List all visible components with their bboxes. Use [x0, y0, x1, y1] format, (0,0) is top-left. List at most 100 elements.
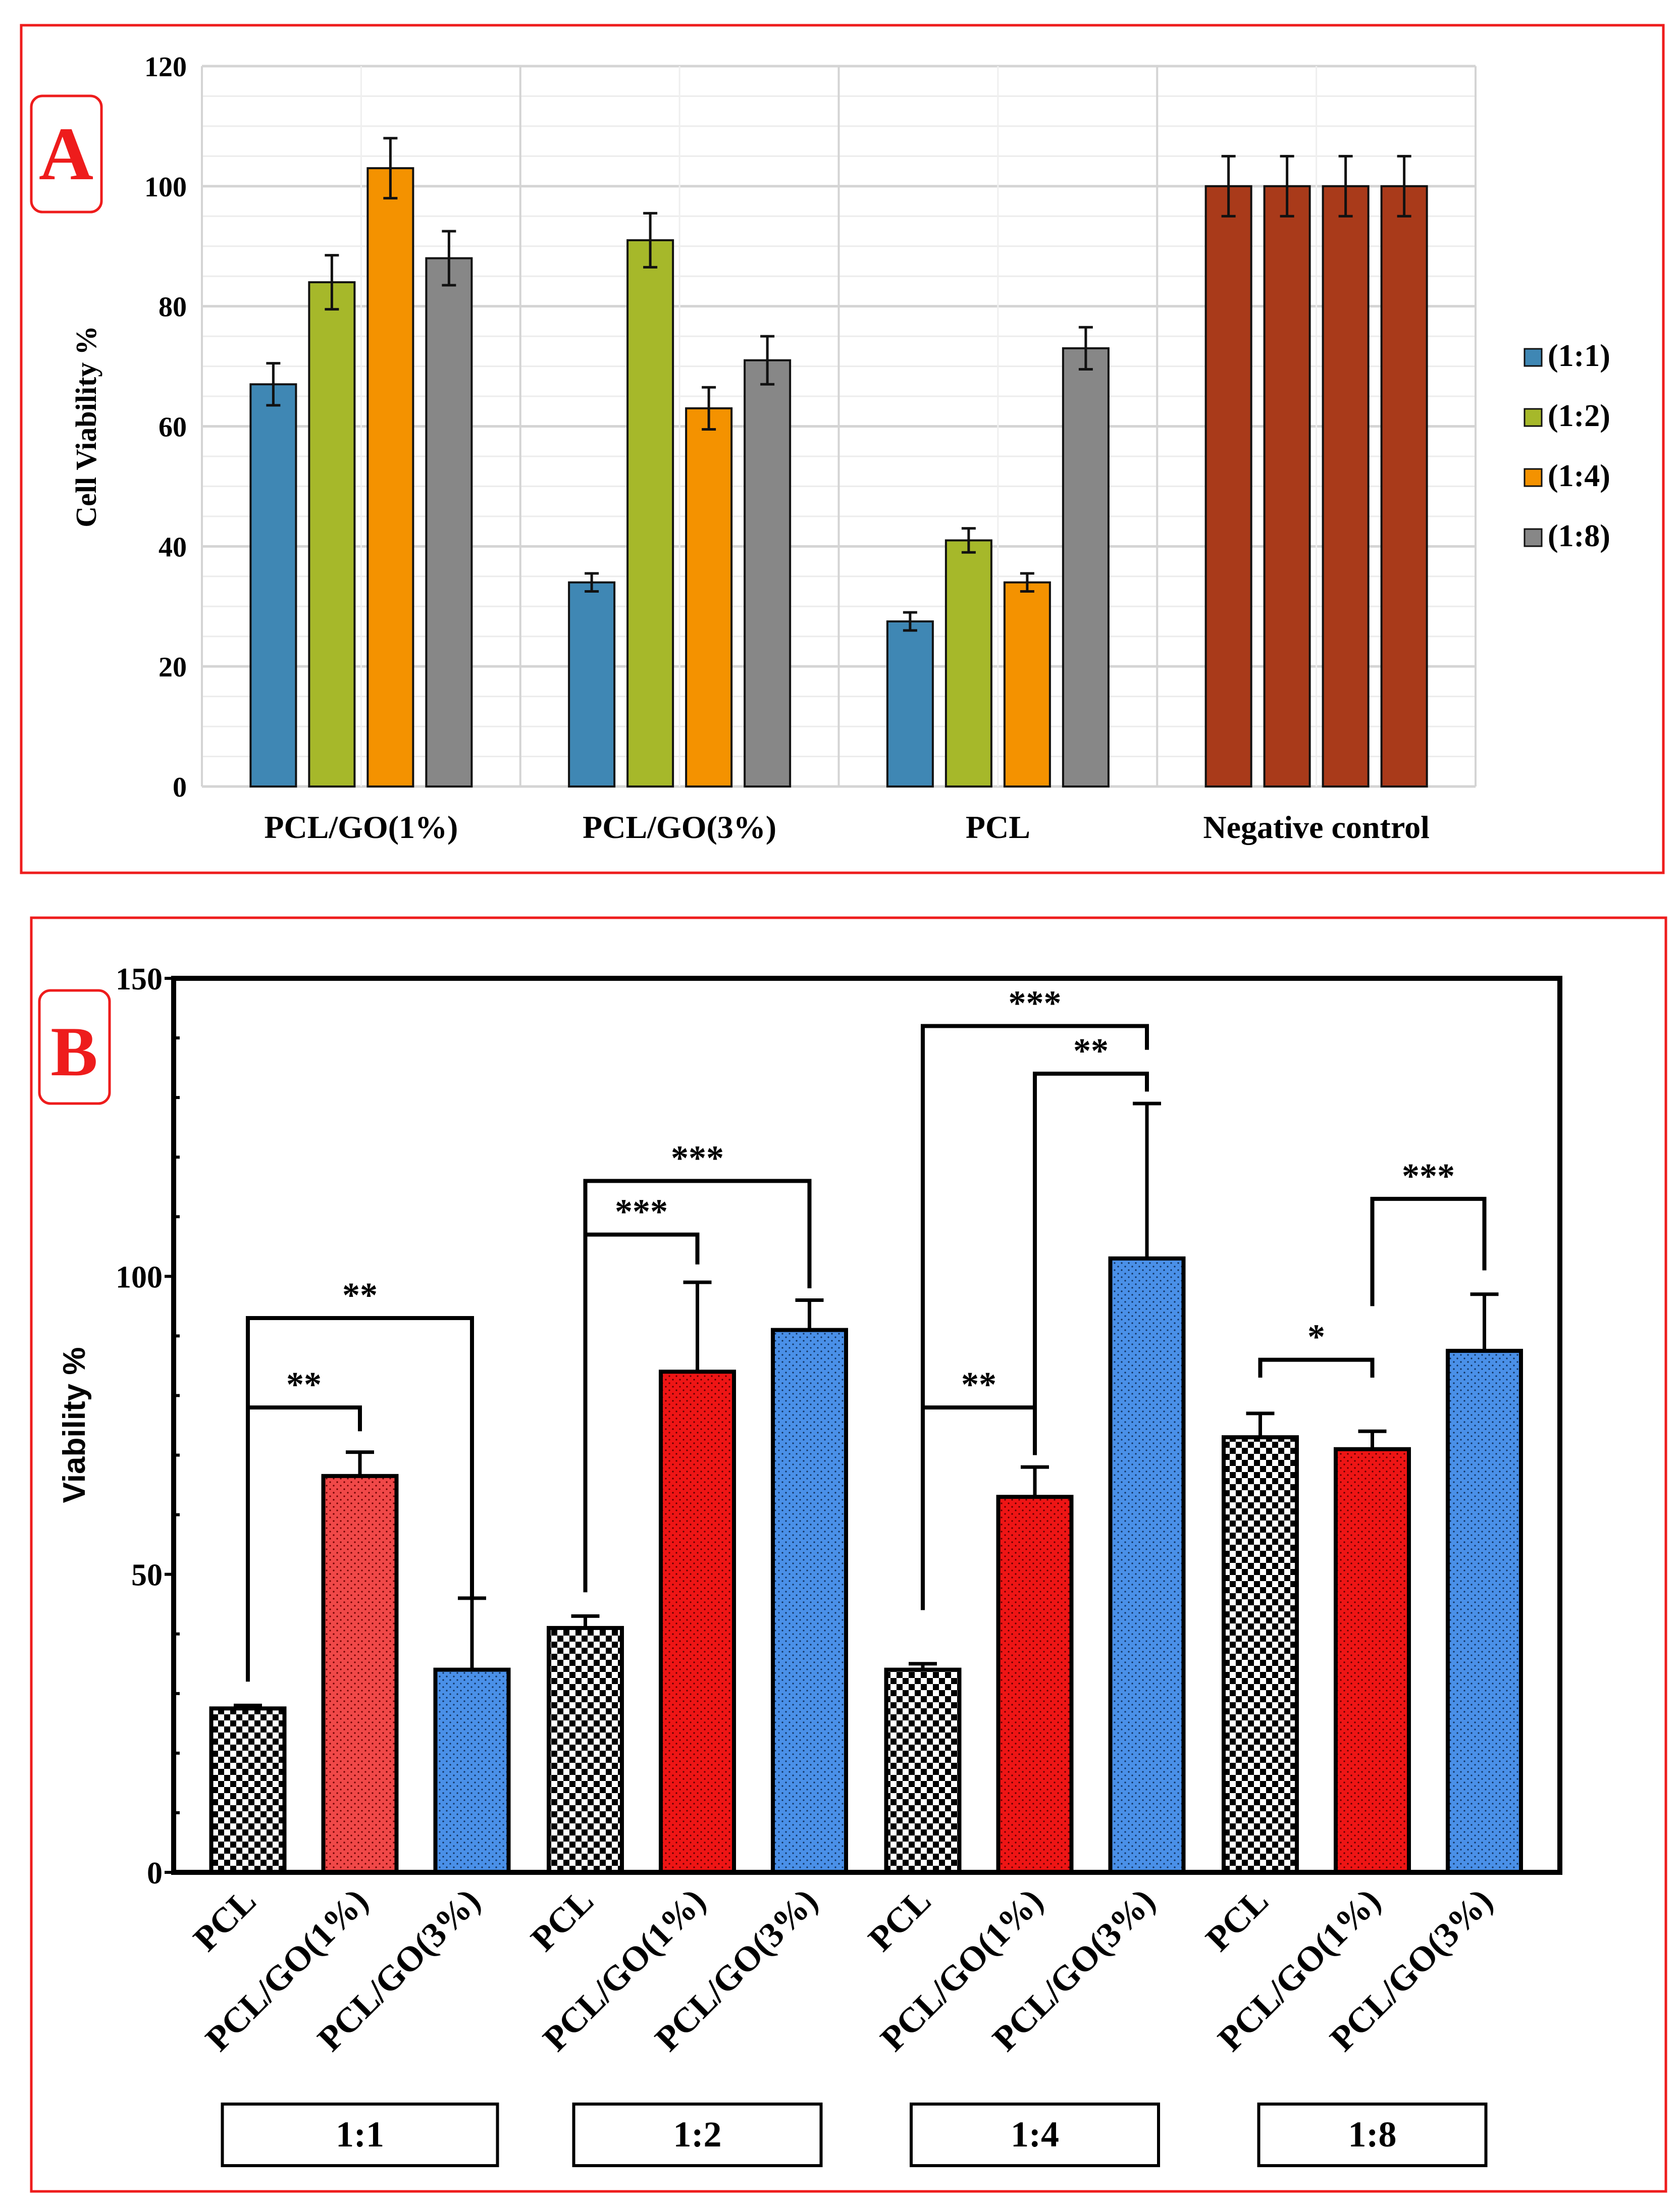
significance-label: *** [671, 1139, 724, 1178]
significance-bracket: *** [921, 984, 1149, 1610]
panel-b-y-axis-label: Viability % [57, 1347, 92, 1503]
bar [366, 167, 414, 788]
bar [433, 1667, 511, 1874]
bar [1062, 347, 1110, 788]
bracket-line [1033, 1071, 1149, 1408]
panel-a-label: A [39, 112, 93, 196]
bar [659, 1370, 736, 1874]
bar [944, 539, 992, 788]
bar [771, 1328, 848, 1874]
group-label: 1:8 [1348, 2114, 1397, 2155]
legend-label: (1:8) [1548, 519, 1610, 553]
legend-item: (1:2) [1524, 399, 1610, 433]
category-label: PCL/GO(1%) [264, 809, 458, 845]
bar [1108, 1256, 1186, 1874]
group-label: 1:4 [1011, 2114, 1059, 2155]
category-label: Negative control [1203, 809, 1429, 845]
legend-swatch [1524, 408, 1543, 427]
category-label: PCL [966, 809, 1030, 845]
legend-label: (1:2) [1548, 399, 1610, 433]
y-tick-label: 100 [116, 1260, 163, 1294]
panel-a-frame [20, 24, 1665, 874]
bracket-line [583, 1179, 812, 1593]
y-tick-label: 80 [159, 292, 187, 323]
bracket-line [921, 1024, 1149, 1610]
panel-a: A 0 20 40 60 80 100 120 PCL/GO(1%) PCL/GO(3%) PC… [20, 24, 1665, 874]
significance-bracket: *** [1370, 1157, 1487, 1306]
bar [321, 1474, 399, 1874]
legend-label: (1:1) [1548, 339, 1610, 373]
panel-b-badge [38, 989, 111, 1105]
group-box [572, 2103, 823, 2167]
group-label: 1:2 [673, 2114, 722, 2155]
significance-label: *** [1009, 984, 1062, 1023]
y-tick-label: 120 [144, 51, 187, 83]
bar [568, 581, 616, 788]
y-tick-label: 100 [144, 172, 187, 203]
bar [249, 383, 297, 788]
significance-bracket: ** [1033, 1032, 1149, 1408]
significance-bracket: *** [583, 1139, 812, 1593]
legend-swatch [1524, 348, 1543, 367]
bar [1222, 1435, 1299, 1874]
significance-label: ** [342, 1276, 378, 1315]
bar [1334, 1447, 1411, 1874]
x-tick-label: PCL [861, 1881, 938, 1959]
significance-label: * [1307, 1318, 1325, 1357]
group-box [1257, 2103, 1488, 2167]
bracket-line [1258, 1357, 1375, 1378]
significance-label: ** [1073, 1032, 1109, 1071]
bar [547, 1625, 624, 1875]
y-tick-label: 50 [131, 1558, 163, 1593]
significance-label: ** [961, 1366, 996, 1404]
y-tick-label: 40 [159, 532, 187, 563]
bar [1003, 581, 1051, 788]
group-box [221, 2103, 499, 2167]
bar [1322, 185, 1370, 788]
bar [886, 620, 934, 788]
significance-label: *** [1402, 1157, 1455, 1196]
group-box [910, 2103, 1160, 2167]
bar [884, 1667, 962, 1874]
panel-b-frame [30, 916, 1667, 2193]
legend-swatch [1524, 528, 1543, 547]
bar [996, 1495, 1074, 1874]
category-label: PCL/GO(3%) [583, 809, 776, 845]
plot-frame [171, 976, 1562, 1875]
y-tick-label: 150 [116, 962, 163, 996]
group-label: 1:1 [336, 2114, 384, 2155]
legend-item: (1:1) [1524, 339, 1610, 373]
significance-label: *** [615, 1193, 668, 1232]
legend-swatch [1524, 468, 1543, 487]
bar [1380, 185, 1428, 788]
bar [685, 407, 733, 788]
significance-label: ** [286, 1366, 322, 1404]
panel-b-label: B [50, 1013, 97, 1091]
y-tick-label: 0 [147, 1856, 163, 1891]
bar [308, 281, 356, 788]
legend-item: (1:4) [1524, 459, 1610, 493]
bracket-line [1370, 1196, 1487, 1306]
legend-item: (1:8) [1524, 519, 1610, 553]
panel-a-y-axis-label: Cell Viability % [70, 326, 102, 528]
legend-label: (1:4) [1548, 459, 1610, 493]
x-tick-label: PCL [1198, 1881, 1276, 1959]
bar [1263, 185, 1311, 788]
bar [744, 359, 792, 788]
bar [209, 1706, 287, 1874]
significance-bracket: ** [246, 1276, 474, 1682]
bar [425, 257, 473, 788]
bracket-line [246, 1316, 474, 1682]
x-tick-label: PCL [523, 1881, 601, 1959]
y-tick-label: 0 [173, 772, 187, 803]
x-tick-label: PCL [186, 1881, 264, 1959]
significance-bracket: * [1258, 1318, 1375, 1378]
y-tick-label: 20 [159, 652, 187, 683]
panel-a-badge [30, 94, 103, 214]
bar [1204, 185, 1252, 788]
y-tick-label: 60 [159, 412, 187, 443]
bar [626, 239, 674, 788]
bar [1446, 1348, 1523, 1875]
